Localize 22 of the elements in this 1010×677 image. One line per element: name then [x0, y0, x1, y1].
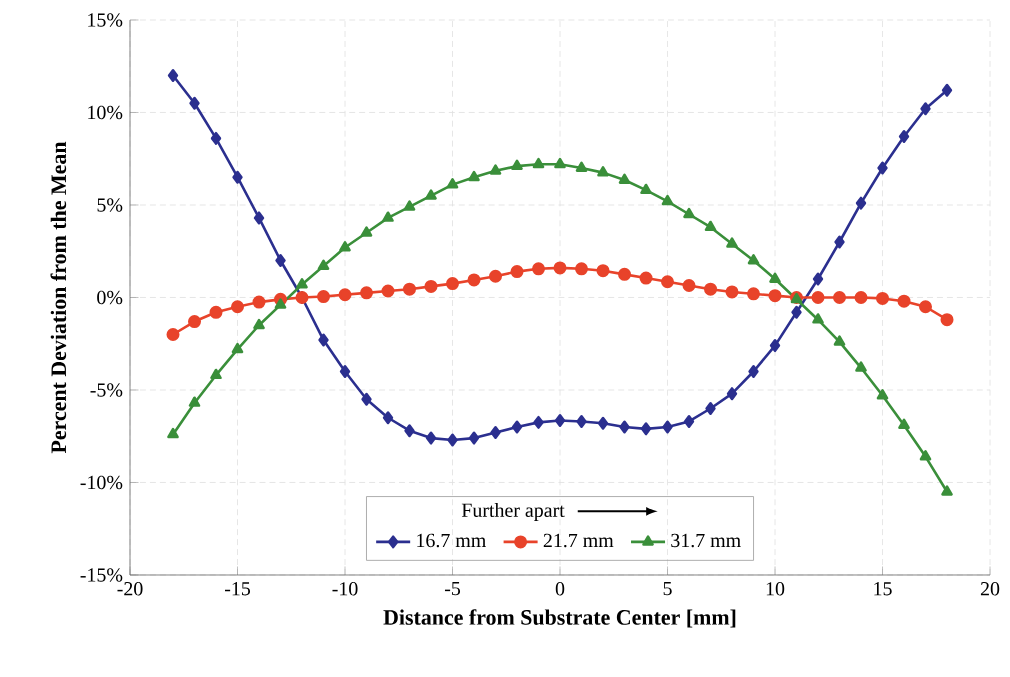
y-tick-label: 15% [88, 13, 123, 27]
y-tick-label: -15% [80, 568, 123, 582]
legend-label: 31.7 mm [671, 533, 741, 548]
x-tick-label: 15 [874, 582, 892, 596]
y-tick-label: -10% [80, 475, 123, 490]
y-tick-label: 10% [88, 105, 123, 120]
x-tick-label: 20 [980, 582, 1000, 596]
y-axis-title: Percent Deviation from the Mean [50, 141, 67, 454]
x-tick-label: 10 [766, 582, 785, 596]
x-tick-label: -15 [224, 582, 251, 596]
y-tick-label: 0% [97, 290, 123, 305]
x-tick-label: 0 [555, 582, 565, 596]
legend-title: Further apart [461, 502, 565, 522]
legend-label: 21.7 mm [543, 533, 614, 548]
legend-label: 16.7 mm [417, 533, 486, 548]
y-tick-label: 5% [97, 198, 123, 212]
x-tick-label: -10 [332, 582, 358, 596]
x-tick-label: -5 [444, 582, 461, 596]
x-axis-title: Distance from Substrate Center [mm] [383, 609, 736, 628]
x-tick-label: -20 [117, 582, 143, 596]
y-tick-label: -5% [90, 383, 123, 397]
x-tick-label: 5 [663, 582, 672, 596]
